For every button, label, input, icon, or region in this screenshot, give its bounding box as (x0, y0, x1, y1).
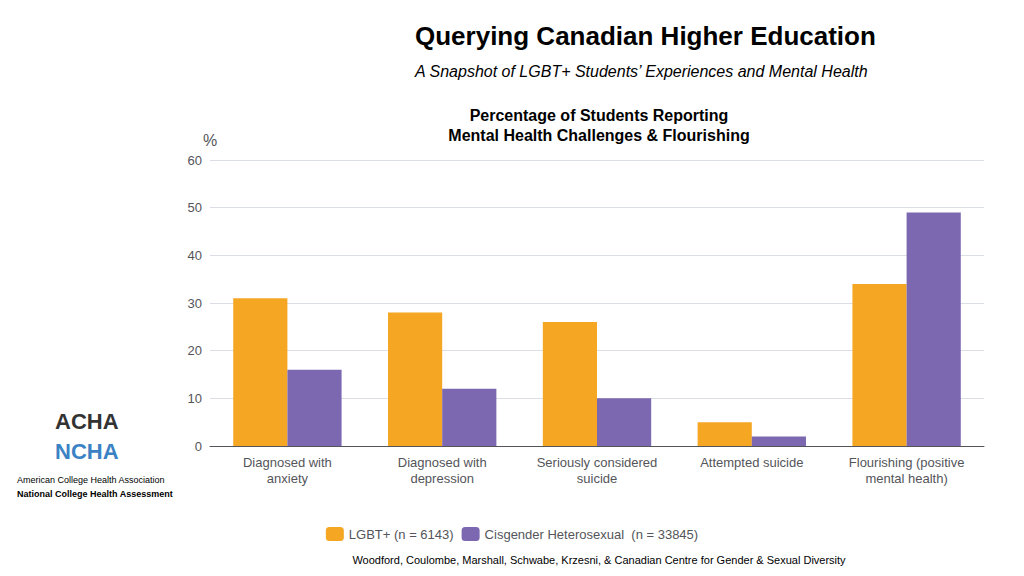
svg-text:%: % (203, 132, 217, 149)
svg-text:American College Health Associ: American College Health Association (17, 475, 165, 485)
svg-text:60: 60 (188, 153, 202, 168)
svg-text:40: 40 (188, 248, 202, 263)
svg-text:Seriously considered: Seriously considered (537, 455, 658, 470)
svg-text:Attempted suicide: Attempted suicide (700, 455, 803, 470)
svg-text:Diagnosed with: Diagnosed with (398, 455, 487, 470)
svg-text:Cisgender Heterosexual (n = 3: Cisgender Heterosexual (n = 33845) (485, 527, 699, 542)
svg-text:20: 20 (188, 343, 202, 358)
svg-text:Woodford, Coulombe, Marshall,: Woodford, Coulombe, Marshall, Schwabe, K… (352, 554, 846, 566)
svg-text:Percentage of Students Reporti: Percentage of Students Reporting (470, 107, 729, 124)
svg-text:0: 0 (195, 439, 202, 454)
svg-text:Diagnosed with: Diagnosed with (243, 455, 332, 470)
svg-text:A Snapshot of LGBT+ Students’: A Snapshot of LGBT+ Students’ Experience… (414, 63, 868, 80)
svg-text:50: 50 (188, 200, 202, 215)
svg-text:suicide: suicide (577, 471, 617, 486)
svg-text:depression: depression (410, 471, 474, 486)
svg-text:ACHA: ACHA (55, 409, 119, 434)
svg-text:mental health): mental health) (865, 471, 947, 486)
svg-text:10: 10 (188, 391, 202, 406)
svg-text:NCHA: NCHA (55, 439, 119, 464)
svg-text:Querying Canadian Higher Educa: Querying Canadian Higher Education (415, 21, 876, 51)
svg-text:National College Health Assess: National College Health Assessment (17, 489, 173, 499)
svg-text:LGBT+ (n = 6143): LGBT+ (n = 6143) (349, 527, 454, 542)
svg-text:anxiety: anxiety (267, 471, 309, 486)
svg-text:Mental Health Challenges & Flo: Mental Health Challenges & Flourishing (448, 127, 749, 144)
svg-text:30: 30 (188, 296, 202, 311)
svg-text:Flourishing (positive: Flourishing (positive (849, 455, 965, 470)
